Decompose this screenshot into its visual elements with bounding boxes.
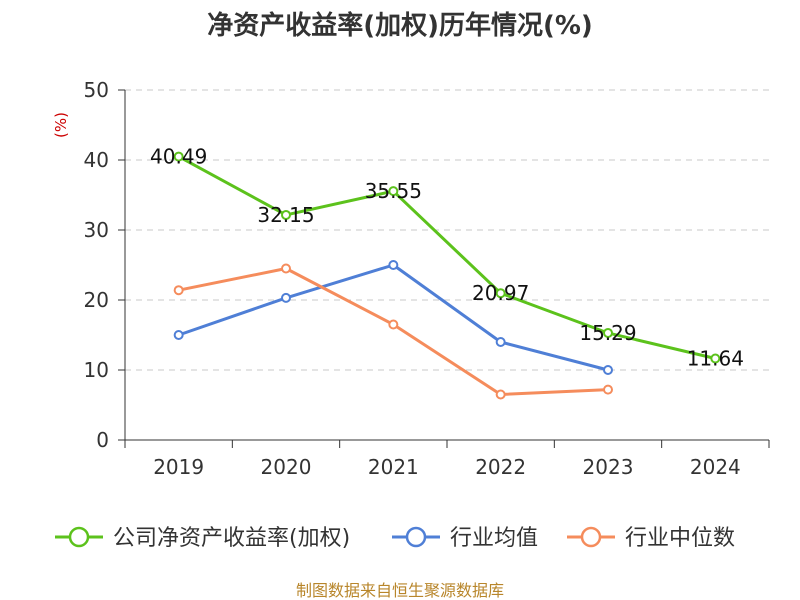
legend: 公司净资产收益率(加权) 行业均值 行业中位数	[55, 526, 735, 551]
y-tick-label: 0	[96, 428, 109, 452]
legend-swatch-marker	[68, 526, 90, 548]
legend-item-2: 行业中位数	[567, 526, 735, 551]
data-point-2-2020	[281, 263, 291, 274]
x-tick-label-2019: 2019	[153, 455, 204, 479]
series-1	[173, 260, 613, 375]
y-tick-label: 50	[84, 78, 109, 102]
data-point-0-2024	[710, 353, 721, 364]
data-label-2022: 20.97	[472, 281, 529, 305]
y-tick-label: 30	[84, 218, 109, 242]
legend-label: 行业均值	[450, 526, 538, 551]
data-point-1-2023	[603, 365, 613, 375]
y-tick-label: 20	[84, 288, 109, 312]
legend-swatch-marker	[580, 526, 602, 548]
data-point-2-2019	[173, 285, 184, 296]
legend-swatch-marker	[405, 526, 427, 548]
series-layer	[173, 151, 721, 400]
data-point-0-2020	[281, 209, 291, 220]
legend-item-0: 公司净资产收益率(加权)	[55, 526, 350, 551]
data-point-1-2021	[388, 260, 399, 270]
data-label-2019: 40.49	[150, 145, 207, 169]
data-point-1-2022	[495, 337, 506, 347]
chart-title: 净资产收益率(加权)历年情况(%)	[207, 10, 593, 41]
series-line-0	[177, 155, 716, 360]
source-note: 制图数据来自恒生聚源数据库	[296, 581, 504, 600]
grid-lines	[125, 89, 771, 371]
legend-label: 公司净资产收益率(加权)	[113, 526, 350, 551]
series-line-1	[178, 263, 609, 372]
data-point-2-2023	[603, 384, 613, 395]
data-point-1-2019	[173, 330, 184, 340]
data-label-2024: 11.64	[687, 347, 744, 371]
data-point-0-2019	[173, 151, 184, 162]
data-point-0-2023	[603, 327, 613, 338]
data-point-2-2021	[388, 319, 399, 330]
x-tick-label-2023: 2023	[583, 455, 634, 479]
data-label-2023: 15.29	[579, 321, 636, 345]
y-tick-label: 40	[84, 148, 109, 172]
data-label-2020: 32.15	[257, 203, 314, 227]
legend-label: 行业中位数	[625, 526, 735, 551]
y-axis-unit: (%)	[52, 112, 70, 138]
data-point-1-2020	[281, 292, 291, 303]
series-line-2	[178, 267, 609, 396]
series-0	[173, 151, 721, 364]
axes: 0 10 20 30 40 50 2019 2020 2021 2022 2023 2024	[84, 78, 770, 479]
x-tick-label-2024: 2024	[690, 455, 741, 479]
series-2	[173, 263, 613, 400]
legend-item-1: 行业均值	[392, 526, 538, 551]
data-point-2-2022	[495, 389, 506, 400]
data-labels: 40.49 32.15 35.55 20.97 15.29 11.64	[150, 145, 744, 371]
x-tick-label-2020: 2020	[261, 455, 312, 479]
x-tick-label-2021: 2021	[368, 455, 419, 479]
data-point-0-2022	[495, 288, 506, 299]
x-tick-label-2022: 2022	[475, 455, 526, 479]
y-tick-label: 10	[84, 358, 109, 382]
data-point-0-2021	[388, 186, 399, 197]
data-label-2021: 35.55	[365, 179, 422, 203]
